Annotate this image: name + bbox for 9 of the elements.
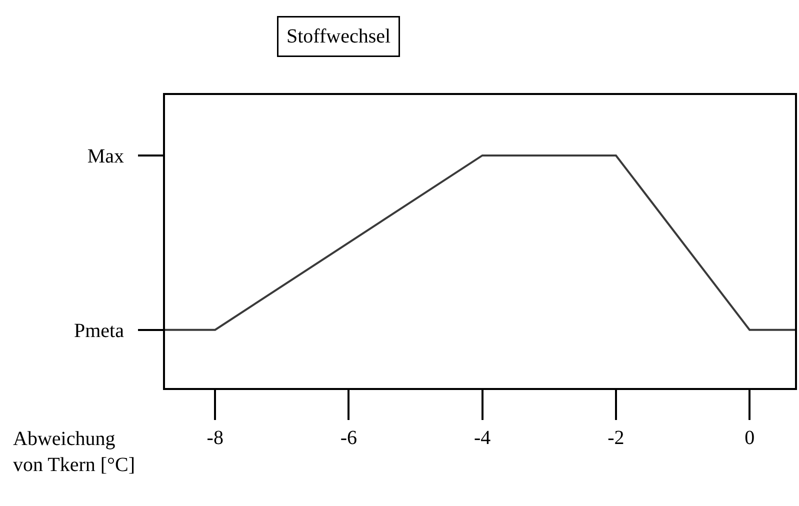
x-tick-label: -6 [340, 427, 358, 449]
x-tick-label: -2 [608, 427, 624, 449]
chart-title: Stoffwechsel [286, 26, 391, 48]
x-tick-label: 0 [744, 427, 755, 449]
text: Pmeta [74, 320, 124, 342]
x-tick-label: -4 [474, 427, 491, 449]
x-axis-title: Abweichung von Tkern [°C] [13, 428, 136, 476]
x-tick-label: -8 [206, 427, 224, 449]
text: Max [87, 145, 124, 168]
